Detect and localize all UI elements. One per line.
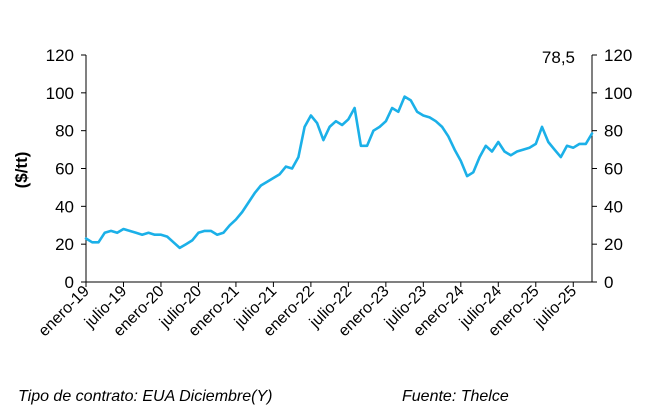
y-tick-label-right: 0 [604,273,613,292]
series-lines [84,95,594,250]
y-tick-label-left: 120 [46,46,74,65]
y-tick-label-right: 60 [604,160,623,179]
last-value-label: 78,5 [542,48,575,67]
x-tick-label: julio-25 [531,283,580,332]
y-axis-left-tick-labels: 0 20 40 60 80 100 120 [46,46,74,292]
x-axis-tick-labels: enero-19julio-19enero-20julio-20enero-21… [36,283,581,340]
y-tick-label-right: 20 [604,235,623,254]
axes [81,54,597,287]
contract-type-note: Tipo de contrato: EUA Diciembre(Y) [18,388,273,405]
y-tick-label-right: 40 [604,197,623,216]
series-line [84,95,594,250]
y-tick-label-left: 80 [55,122,74,141]
y-tick-label-left: 0 [65,273,74,292]
y-tick-label-left: 20 [55,235,74,254]
y-tick-label-left: 60 [55,160,74,179]
y-tick-label-right: 120 [604,46,632,65]
y-tick-label-right: 80 [604,122,623,141]
y-tick-label-left: 100 [46,84,74,103]
y-axis-label: ($/tt) [12,152,31,189]
y-axis-right-tick-labels: 0 20 40 60 80 100 120 [604,46,632,292]
y-tick-label-left: 40 [55,197,74,216]
y-tick-label-right: 100 [604,84,632,103]
source-note: Fuente: Thelce [402,388,509,405]
